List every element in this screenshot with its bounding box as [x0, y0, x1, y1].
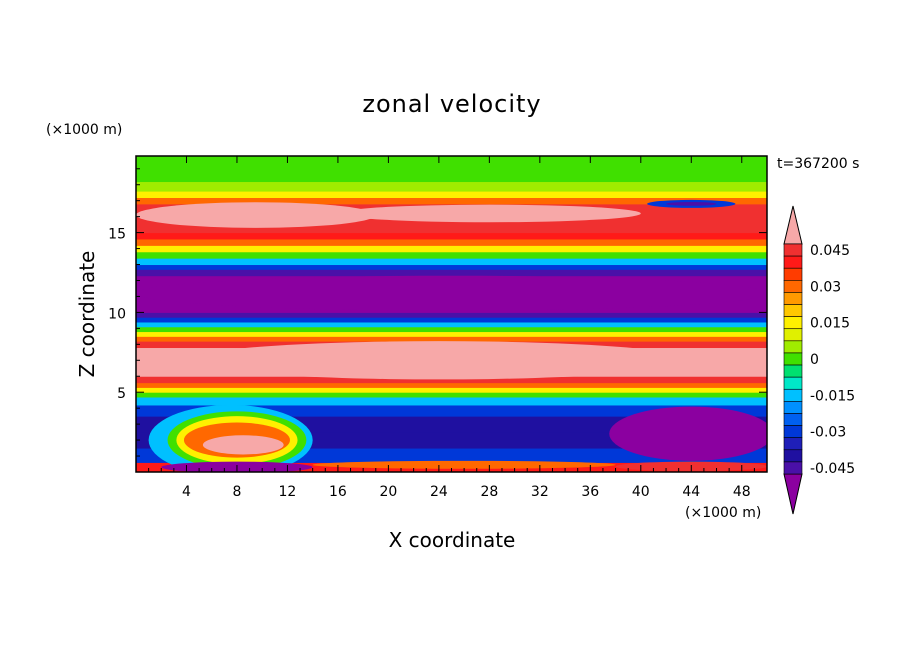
- contour-band: [136, 317, 767, 323]
- x-tick-label: 44: [682, 484, 700, 500]
- contour-band: [136, 387, 767, 393]
- y-axis-ticks: 5 10 15: [108, 168, 767, 457]
- contour-feature: [337, 204, 641, 223]
- y-unit-label: (×1000 m): [46, 122, 122, 138]
- x-axis-label: X coordinate: [389, 528, 516, 552]
- contour-band: [136, 312, 767, 318]
- colorbar-box: [783, 243, 803, 257]
- contour-feature: [136, 202, 376, 228]
- x-tick-label: 36: [581, 484, 599, 500]
- colorbar-box: [783, 316, 803, 330]
- contour-band: [136, 392, 767, 398]
- time-label: t=367200 s: [777, 156, 859, 172]
- colorbar-tick-label: 0: [810, 352, 819, 368]
- colorbar-max-triangle: [783, 205, 803, 245]
- colorbar-box: [783, 425, 803, 438]
- x-unit-label: (×1000 m): [685, 505, 761, 521]
- colorbar-box: [783, 267, 803, 281]
- contour-band: [136, 191, 767, 198]
- colorbar-tick-label: -0.015: [810, 388, 855, 404]
- contour-band: [136, 264, 767, 270]
- colorbar-tick-label: 0.03: [810, 279, 841, 295]
- colorbar-box: [783, 437, 803, 451]
- colorbar-box: [783, 340, 803, 354]
- contour-feature: [136, 275, 767, 311]
- colorbar-tick-label: 0.015: [810, 316, 850, 332]
- colorbar-tick-label: -0.03: [810, 425, 846, 441]
- contour-band: [136, 326, 767, 333]
- colorbar-box: [783, 449, 803, 463]
- colorbar-box: [783, 255, 803, 269]
- x-tick-label: 20: [379, 484, 397, 500]
- x-tick-label: 28: [480, 484, 498, 500]
- colorbar-tick-label: -0.045: [810, 461, 855, 477]
- contour-band: [136, 181, 767, 192]
- x-tick-label: 32: [531, 484, 549, 500]
- x-tick-label: 12: [279, 484, 297, 500]
- contour-feature: [666, 201, 717, 206]
- x-tick-label: 8: [232, 484, 241, 500]
- x-tick-label: 24: [430, 484, 448, 500]
- contour-band: [136, 258, 767, 266]
- contour-band: [136, 238, 767, 246]
- colorbar-box: [783, 280, 803, 293]
- contour-band: [136, 269, 767, 277]
- contour-band: [136, 336, 767, 342]
- x-tick-label: 48: [733, 484, 751, 500]
- contour-feature: [609, 406, 767, 461]
- contour-feature: [202, 435, 284, 455]
- colorbar-box: [783, 413, 803, 426]
- contour-field: [136, 156, 767, 472]
- contour-band: [136, 321, 767, 328]
- colorbar-box: [783, 304, 803, 317]
- y-tick-label: 5: [117, 386, 126, 402]
- y-axis-label: Z coordinate: [75, 251, 99, 378]
- contour-band: [136, 396, 767, 406]
- colorbar-box: [783, 376, 803, 390]
- contour-band: [136, 331, 767, 337]
- y-tick-label: 10: [108, 306, 126, 322]
- colorbar-box: [783, 461, 803, 475]
- colorbar-box: [783, 388, 803, 402]
- contour-band: [136, 197, 767, 205]
- contour-feature: [312, 460, 616, 469]
- contour-band: [136, 156, 767, 183]
- chart-title: zonal velocity: [362, 90, 541, 118]
- colorbar-min-triangle: [783, 473, 803, 515]
- y-tick-label: 15: [108, 227, 126, 243]
- colorbar: 0.045 0.03 0.015 0 -0.015 -0.03 -0.045: [783, 205, 855, 515]
- x-tick-label: 16: [329, 484, 347, 500]
- x-axis-ticks: 4 8 12 16 20 24 28 32 36 40 44 48: [148, 156, 755, 500]
- contour-band: [136, 251, 767, 259]
- contour-feature: [186, 341, 692, 380]
- x-tick-label: 40: [632, 484, 650, 500]
- colorbar-box: [783, 292, 803, 305]
- contour-band: [136, 232, 767, 240]
- colorbar-tick-label: 0.045: [810, 243, 850, 259]
- x-tick-label: 4: [182, 484, 191, 500]
- contour-band: [136, 382, 767, 388]
- contour-band: [136, 376, 767, 384]
- colorbar-box: [783, 328, 803, 342]
- colorbar-box: [783, 352, 803, 366]
- contour-band: [136, 404, 767, 417]
- colorbar-box: [783, 364, 803, 378]
- contour-band: [136, 245, 767, 253]
- colorbar-box: [783, 401, 803, 414]
